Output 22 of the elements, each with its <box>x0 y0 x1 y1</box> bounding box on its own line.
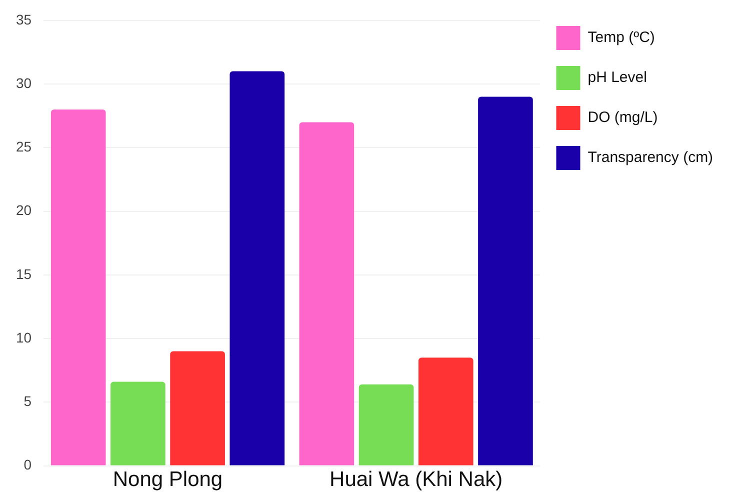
bar <box>170 351 225 466</box>
legend-label: Transparency (cm) <box>588 149 714 166</box>
y-tick-label: 20 <box>16 202 32 218</box>
x-tick-label: Nong Plong <box>112 468 223 492</box>
bar <box>478 96 533 466</box>
y-tick-label: 25 <box>16 138 32 155</box>
y-tick-label: 15 <box>16 266 32 282</box>
bar <box>230 71 285 466</box>
y-tick-label: 30 <box>16 74 32 91</box>
bar <box>50 109 106 466</box>
legend-label: DO (mg/L) <box>588 109 658 126</box>
y-tick-label: 10 <box>16 329 32 346</box>
legend-label: pH Level <box>588 69 647 86</box>
bar <box>110 382 166 466</box>
y-tick-label: 0 <box>24 456 32 473</box>
legend-label: Temp (ºC) <box>588 29 655 46</box>
bar <box>358 384 414 466</box>
y-tick-label: 5 <box>24 393 32 410</box>
bar <box>418 358 474 466</box>
y-tick-label: 35 <box>16 11 32 28</box>
x-tick-label: Huai Wa (Khi Nak) <box>330 468 503 492</box>
bar <box>299 122 354 466</box>
